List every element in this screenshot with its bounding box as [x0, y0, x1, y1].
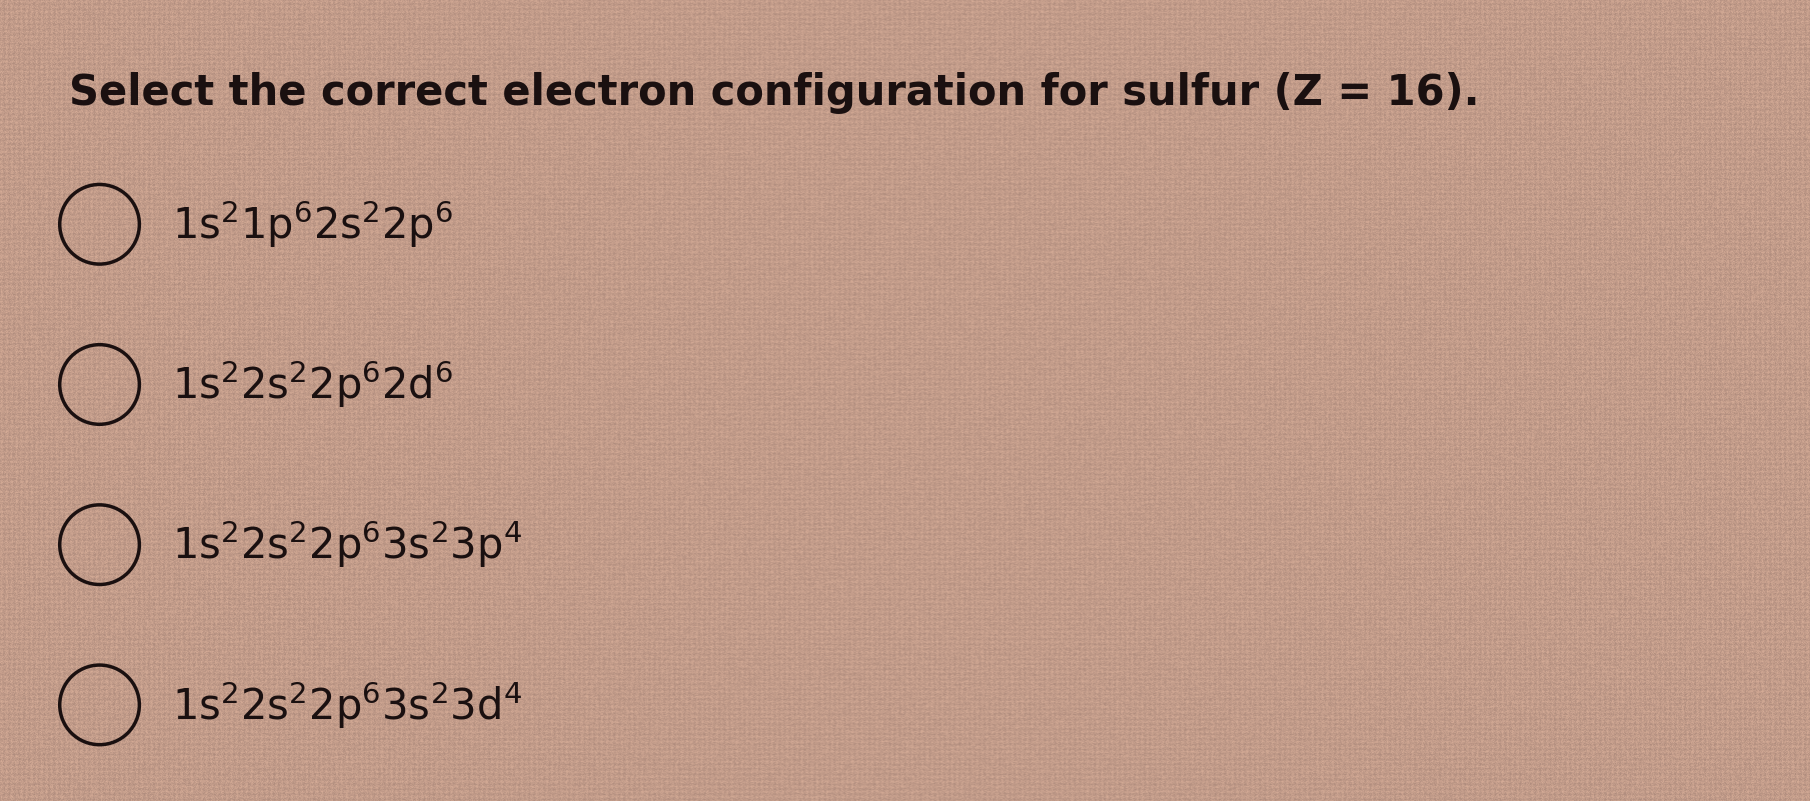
Text: $\mathregular{1s^{2}2s^{2}2p^{6}3s^{2}3p^{4}}$: $\mathregular{1s^{2}2s^{2}2p^{6}3s^{2}3p…: [172, 519, 521, 570]
Text: Select the correct electron configuration for sulfur (Z = 16).: Select the correct electron configuratio…: [69, 72, 1479, 114]
Text: $\mathregular{1s^{2}1p^{6}2s^{2}2p^{6}}$: $\mathregular{1s^{2}1p^{6}2s^{2}2p^{6}}$: [172, 199, 452, 250]
Text: $\mathregular{1s^{2}2s^{2}2p^{6}2d^{6}}$: $\mathregular{1s^{2}2s^{2}2p^{6}2d^{6}}$: [172, 359, 452, 410]
Text: $\mathregular{1s^{2}2s^{2}2p^{6}3s^{2}3d^{4}}$: $\mathregular{1s^{2}2s^{2}2p^{6}3s^{2}3d…: [172, 679, 521, 731]
